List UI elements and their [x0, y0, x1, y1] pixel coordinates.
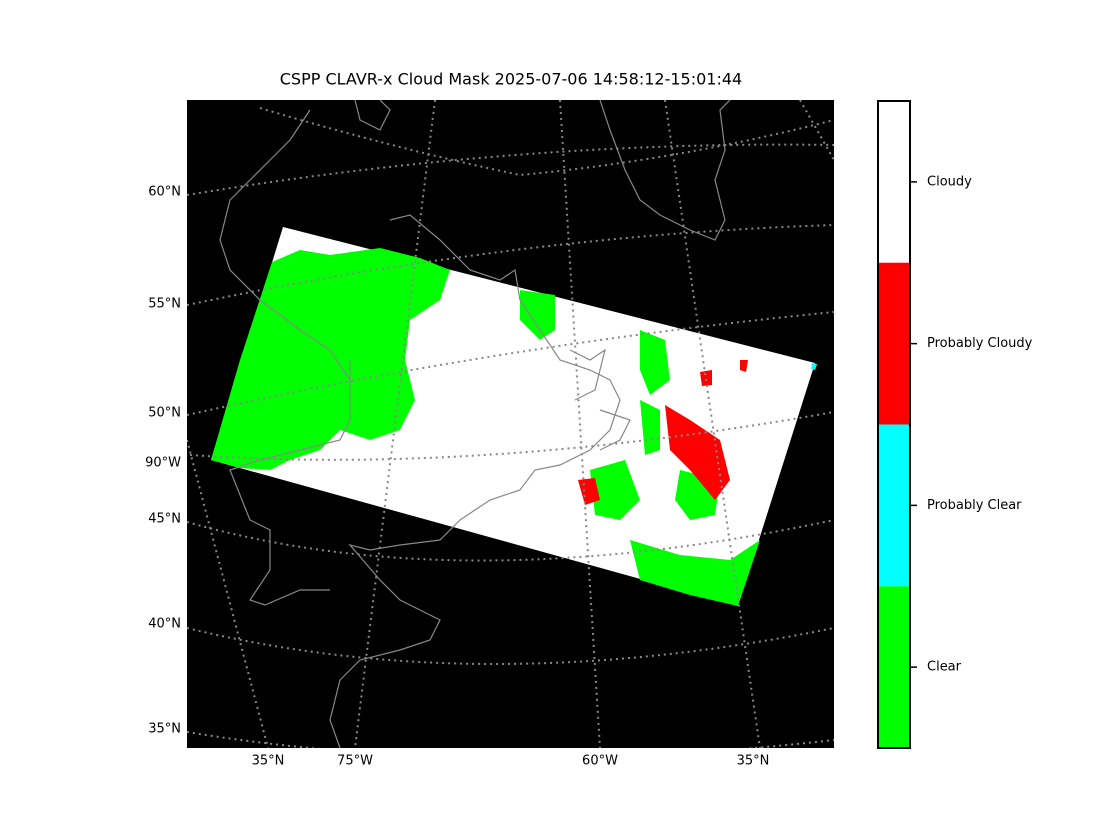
colorbar-label: Probably Cloudy — [927, 336, 1033, 351]
graticule — [187, 519, 834, 562]
colorbar-segment — [878, 586, 910, 748]
clear-region — [630, 540, 760, 606]
lon-label: 60°W — [582, 754, 618, 769]
graticule — [187, 627, 834, 665]
lon-label: 35°N — [252, 754, 285, 769]
colorbar-segment — [878, 262, 910, 425]
lat-label: 60°N — [148, 185, 181, 200]
map-title: CSPP CLAVR-x Cloud Mask 2025-07-06 14:58… — [280, 70, 742, 89]
lat-label: 55°N — [148, 297, 181, 312]
clear-region — [590, 460, 640, 520]
cloudy-region — [740, 360, 748, 372]
lat-label: 40°N — [148, 617, 181, 632]
colorbar-label: Clear — [927, 660, 962, 675]
lat-label: 35°N — [148, 722, 181, 737]
clear-region — [211, 248, 450, 470]
graticule — [187, 311, 834, 416]
clear-region — [640, 400, 660, 455]
map — [187, 100, 834, 748]
colorbar-frame — [877, 100, 911, 749]
lat-label: 45°N — [148, 512, 181, 527]
probably-clear-region — [811, 363, 817, 370]
colorbar-label: Cloudy — [927, 174, 972, 189]
colorbar-label: Probably Clear — [927, 498, 1022, 513]
lon-label: 35°N — [737, 754, 770, 769]
clear-region — [640, 330, 670, 395]
clear-region — [520, 290, 555, 340]
graticule — [187, 731, 834, 748]
lat-label: 50°N — [148, 406, 181, 421]
graticule — [664, 100, 761, 748]
graticule — [187, 439, 269, 748]
colorbar-segment — [878, 101, 910, 263]
coastline — [329, 214, 621, 748]
lat-label: 90°W — [145, 456, 181, 471]
cloudy-region — [665, 405, 730, 500]
graticule — [187, 143, 834, 196]
graticule — [189, 411, 834, 461]
lon-label: 75°W — [337, 754, 373, 769]
graticule — [259, 107, 834, 177]
colorbar-segment — [878, 424, 910, 587]
graticule — [559, 100, 601, 748]
cloudy-region — [700, 370, 712, 386]
coastline — [219, 100, 391, 606]
coastline — [599, 100, 731, 241]
graticule — [354, 100, 436, 748]
